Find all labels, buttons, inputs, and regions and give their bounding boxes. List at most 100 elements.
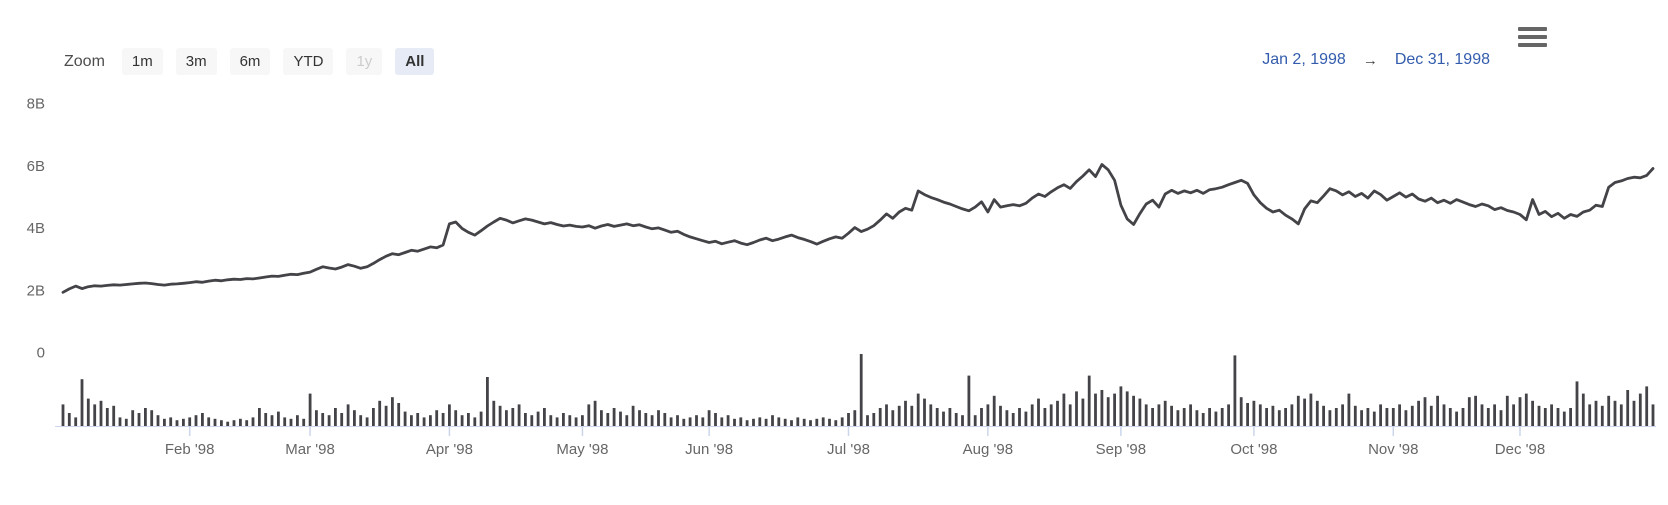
volume-bar — [967, 375, 971, 426]
y-axis-label: 2B — [27, 282, 45, 299]
volume-bar — [1176, 410, 1180, 426]
zoom-button-3m[interactable]: 3m — [175, 48, 217, 75]
volume-bar — [1385, 408, 1389, 426]
volume-bar — [764, 418, 768, 426]
x-axis-label: Sep '98 — [1096, 441, 1146, 458]
volume-bar — [429, 415, 432, 426]
volume-bar — [980, 408, 983, 426]
volume-bar — [853, 410, 857, 426]
volume-bar — [790, 420, 793, 426]
zoom-button-all[interactable]: All — [395, 48, 435, 75]
volume-bar — [897, 405, 901, 426]
volume-bar — [1537, 405, 1541, 426]
volume-bar — [625, 415, 629, 426]
volume-bar — [479, 411, 483, 426]
volume-bar — [1303, 398, 1306, 426]
range-from-input[interactable]: Jan 2, 1998 — [1262, 51, 1346, 68]
zoom-button-6m[interactable]: 6m — [229, 48, 271, 75]
volume-bar — [144, 408, 147, 426]
volume-bar — [340, 413, 344, 426]
volume-bar — [568, 415, 572, 426]
volume-bar — [1423, 397, 1427, 426]
volume-bar — [1043, 408, 1047, 426]
hamburger-menu-button[interactable] — [1518, 27, 1547, 47]
volume-bar — [1125, 391, 1129, 426]
price-line-series[interactable] — [61, 163, 1655, 294]
volume-bar — [1556, 408, 1560, 426]
volume-bar — [346, 404, 350, 426]
volume-bar — [435, 410, 439, 426]
volume-bar — [986, 404, 990, 426]
volume-bar — [1056, 400, 1059, 426]
volume-bar — [1220, 408, 1224, 426]
volume-bar — [530, 415, 534, 426]
volume-bar — [1195, 410, 1199, 426]
volume-bar — [891, 410, 895, 426]
volume-bar — [809, 420, 812, 426]
zoom-button-ytd[interactable]: YTD — [283, 48, 334, 75]
volume-bar — [543, 408, 546, 426]
volume-bar — [1505, 395, 1509, 426]
volume-bar — [942, 411, 945, 426]
volume-bar — [581, 415, 584, 426]
volume-bar — [524, 413, 527, 426]
volume-bar — [1081, 398, 1085, 426]
volume-bar — [1189, 404, 1192, 426]
volume-bar — [397, 403, 401, 426]
volume-bar — [948, 408, 952, 426]
volume-bar — [619, 411, 622, 426]
range-to-input[interactable]: Dec 31, 1998 — [1394, 51, 1490, 68]
volume-bar — [1271, 405, 1275, 426]
volume-bar — [1512, 404, 1515, 426]
volume-bar — [682, 418, 686, 426]
volume-bar — [86, 398, 90, 426]
volume-bar — [213, 418, 217, 426]
volume-bar — [308, 393, 312, 426]
volume-bar — [663, 413, 667, 426]
volume-bar — [277, 411, 280, 426]
volume-bar — [1486, 408, 1490, 426]
volume-bar — [1018, 408, 1021, 426]
volume-bar — [1379, 404, 1382, 426]
volume-bar — [1315, 400, 1319, 426]
volume-bar — [676, 415, 679, 426]
volume-bar — [1144, 404, 1148, 426]
volume-bar — [403, 411, 407, 426]
volume-bar — [169, 417, 173, 426]
x-axis-label: Dec '98 — [1495, 441, 1545, 458]
volume-bar — [1119, 386, 1123, 426]
volume-bar — [226, 421, 230, 426]
volume-bar — [1461, 408, 1465, 426]
zoom-button-1m[interactable]: 1m — [121, 48, 163, 75]
volume-bar — [650, 415, 654, 426]
volume-bar — [1531, 400, 1534, 426]
volume-bar — [1480, 404, 1484, 426]
volume-bar — [695, 415, 698, 426]
y-axis-label: 4B — [27, 220, 45, 237]
volume-bar — [61, 404, 65, 426]
volume-bar — [1113, 393, 1116, 426]
volume-bar — [1372, 411, 1376, 426]
volume-bar — [562, 413, 565, 426]
volume-bar — [872, 413, 876, 426]
hamburger-icon-bar — [1518, 43, 1547, 47]
volume-bar — [834, 420, 838, 426]
x-axis-label: Aug '98 — [963, 441, 1013, 458]
volume-bar — [315, 410, 318, 426]
volume-bar — [74, 417, 78, 426]
volume-bar — [410, 415, 413, 426]
volume-bar — [1448, 408, 1452, 426]
volume-bar — [1524, 393, 1528, 426]
volume-bar — [118, 417, 122, 426]
volume-bar — [1322, 405, 1325, 426]
volume-bar — [1366, 408, 1370, 426]
volume-bar — [714, 413, 717, 426]
volume-bar — [1341, 404, 1344, 426]
volume-bar — [999, 405, 1002, 426]
volume-bar — [239, 418, 242, 426]
range-arrow-icon: → — [1362, 51, 1378, 69]
volume-bar — [1455, 411, 1458, 426]
volume-bar — [454, 410, 458, 426]
volume-bar — [1613, 400, 1617, 426]
